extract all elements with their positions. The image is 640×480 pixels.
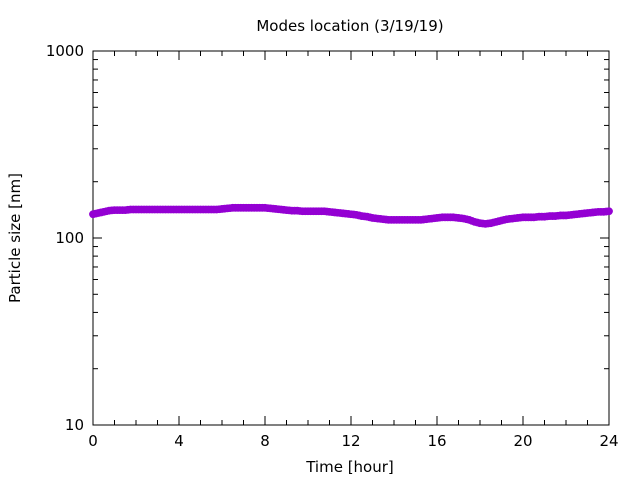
y-axis-label: Particle size [nm] — [6, 173, 24, 303]
x-axis-ticks: 0 4 8 12 16 20 24 — [88, 51, 619, 450]
y-tick-label: 100 — [55, 229, 84, 247]
plot-frame — [92, 50, 610, 426]
data-series — [89, 203, 613, 228]
x-tick-label: 8 — [260, 432, 270, 450]
y-axis-ticks: 10 100 1000 — [46, 42, 609, 434]
x-tick-label: 12 — [341, 432, 360, 450]
x-tick-label: 20 — [513, 432, 532, 450]
chart-title: Modes location (3/19/19) — [256, 17, 443, 35]
x-tick-label: 0 — [88, 432, 98, 450]
y-tick-label: 10 — [65, 416, 84, 434]
x-axis-label: Time [hour] — [305, 458, 394, 476]
data-point — [605, 207, 613, 216]
y-tick-label: 1000 — [46, 42, 84, 60]
x-tick-label: 24 — [599, 432, 618, 450]
x-tick-label: 4 — [174, 432, 184, 450]
x-tick-label: 16 — [427, 432, 446, 450]
